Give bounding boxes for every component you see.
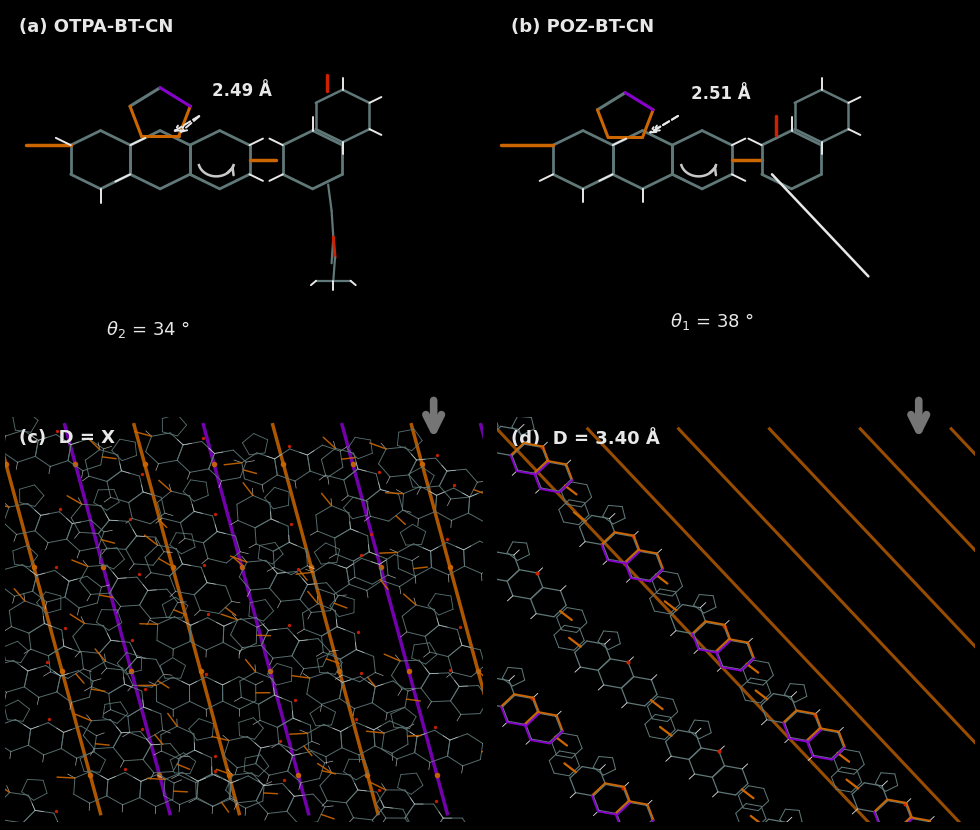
Text: (a) OTPA-BT-CN: (a) OTPA-BT-CN xyxy=(20,18,173,36)
Text: (d)  D = 3.40 Å: (d) D = 3.40 Å xyxy=(512,429,661,448)
Text: 2.49 Å: 2.49 Å xyxy=(212,82,271,100)
Text: $\theta_1$ = 38 $\degree$: $\theta_1$ = 38 $\degree$ xyxy=(670,311,754,332)
Text: (b) POZ-BT-CN: (b) POZ-BT-CN xyxy=(512,18,655,36)
Text: 2.51 Å: 2.51 Å xyxy=(691,85,751,103)
Text: (c)  D = X: (c) D = X xyxy=(20,429,116,447)
Text: $\theta_2$ = 34 $\degree$: $\theta_2$ = 34 $\degree$ xyxy=(107,320,190,340)
